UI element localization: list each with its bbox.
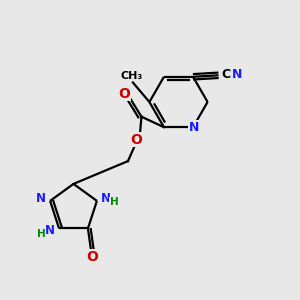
Text: N: N bbox=[101, 192, 111, 205]
Text: C: C bbox=[221, 68, 231, 81]
Text: N: N bbox=[232, 68, 242, 81]
Text: O: O bbox=[86, 250, 98, 264]
Text: N: N bbox=[188, 121, 199, 134]
Text: N: N bbox=[35, 192, 46, 205]
Text: H: H bbox=[37, 229, 45, 239]
Text: O: O bbox=[130, 133, 142, 146]
Text: O: O bbox=[118, 87, 130, 100]
Text: H: H bbox=[110, 197, 118, 207]
Text: N: N bbox=[45, 224, 55, 237]
Text: CH₃: CH₃ bbox=[120, 71, 142, 81]
